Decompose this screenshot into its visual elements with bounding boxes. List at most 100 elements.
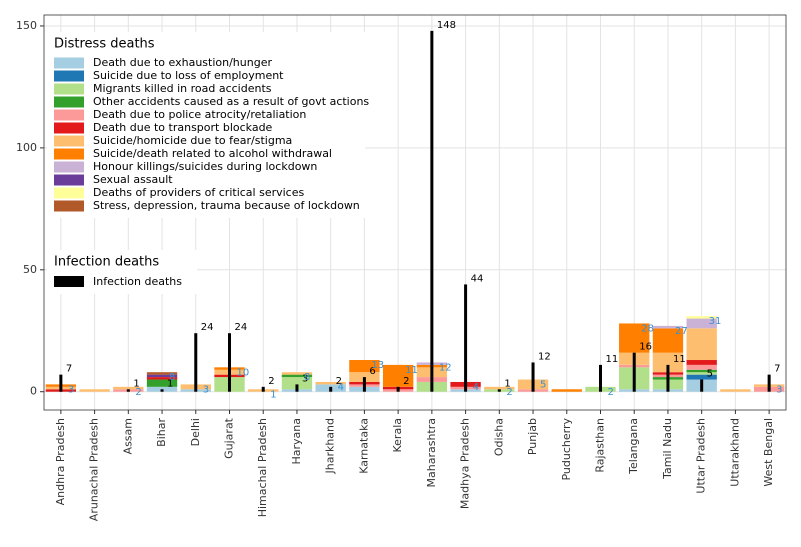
- legend-swatch: [54, 276, 84, 287]
- x-tick-label: Assam: [121, 418, 134, 454]
- bar-segment: [686, 372, 717, 375]
- infection-bar: [430, 30, 434, 392]
- legend-label: Suicide due to loss of employment: [93, 69, 284, 82]
- legend-label: Stress, depression, trauma because of lo…: [93, 199, 360, 212]
- infection-bar: [767, 374, 771, 392]
- total-label: 1: [270, 389, 276, 400]
- legend-box: [47, 32, 365, 218]
- bar-segment: [382, 364, 414, 387]
- bar-segment: [686, 374, 717, 380]
- x-tick-label: Bihar: [155, 418, 168, 447]
- legend-label: Suicide/homicide due to fear/stigma: [93, 134, 292, 147]
- total-label: 28: [641, 323, 654, 334]
- bar-segment: [652, 352, 684, 373]
- infection-bar: [497, 389, 501, 392]
- legend-label: Deaths of providers of critical services: [93, 186, 304, 199]
- infection-bar: [396, 386, 400, 392]
- legend-label: Infection deaths: [93, 275, 182, 288]
- legend-label: Death due to exhaustion/hunger: [93, 56, 272, 69]
- bar-segment: [146, 374, 178, 378]
- legend-swatch: [54, 122, 84, 134]
- legend-label: Death due to transport blockade: [93, 121, 273, 134]
- total-label: 27: [675, 326, 688, 337]
- x-tick-label: Gujarat: [223, 417, 236, 459]
- x-tick-label: West Bengal: [762, 418, 775, 487]
- bar-segment: [652, 325, 684, 329]
- total-label: 2: [608, 387, 614, 398]
- total-label: 31: [709, 316, 722, 327]
- y-tick-label: 150: [16, 19, 37, 32]
- x-tick-label: Haryana: [290, 418, 303, 465]
- x-tick-label: Madhya Pradesh: [459, 418, 472, 509]
- x-tick-label: Rajasthan: [594, 418, 607, 473]
- legend-label: Sexual assault: [93, 173, 173, 186]
- infection-bar: [666, 364, 670, 392]
- legend-swatch: [54, 200, 84, 212]
- legend-label: Suicide/death related to alcohol withdra…: [93, 147, 332, 160]
- total-label: 12: [439, 362, 452, 373]
- plot-border: [43, 14, 787, 411]
- bar-segment: [146, 372, 178, 375]
- legend-swatch: [54, 70, 84, 82]
- infection-bar: [261, 386, 265, 392]
- legend-swatch: [54, 161, 84, 173]
- legend-swatch: [54, 148, 84, 160]
- bar-segment: [281, 374, 313, 378]
- x-tick-label: Karnataka: [357, 418, 370, 474]
- infection-label: 2: [268, 376, 274, 387]
- bar-segment: [686, 318, 717, 329]
- x-tick-label: Puducherry: [560, 418, 573, 481]
- legend-title: Infection deaths: [54, 255, 159, 270]
- infection-label: 44: [471, 273, 484, 284]
- bar-segment: [686, 360, 717, 365]
- infection-label: 24: [235, 322, 248, 333]
- x-tick-label: Uttarakhand: [728, 418, 741, 487]
- infection-bar: [194, 333, 198, 392]
- infection-label: 1: [167, 378, 173, 389]
- infection-label: 12: [538, 351, 551, 362]
- bar-segment: [686, 364, 717, 370]
- infection-label: 2: [403, 376, 409, 387]
- total-label: 3: [203, 384, 209, 395]
- total-label: 2: [135, 387, 141, 398]
- bar-segment: [619, 323, 650, 353]
- total-label: 4: [338, 382, 344, 393]
- bar-segment: [79, 389, 110, 392]
- infection-bar: [160, 389, 164, 392]
- bar-segment: [652, 328, 684, 353]
- legend-label: Other accidents caused as a result of go…: [93, 95, 369, 108]
- total-label: 8: [304, 372, 310, 383]
- infection-label: 148: [437, 20, 456, 31]
- x-tick-label: Odisha: [492, 418, 505, 456]
- total-label: 3: [68, 384, 74, 395]
- infection-bar: [531, 362, 535, 392]
- y-tick-label: 100: [16, 141, 37, 154]
- total-label: 8: [169, 372, 175, 383]
- legend-swatch: [54, 187, 84, 199]
- bar-segment: [686, 328, 717, 361]
- infection-label: 11: [673, 354, 686, 365]
- y-tick-label: 0: [30, 385, 37, 398]
- bar-segment: [686, 369, 717, 373]
- x-tick-label: Punjab: [526, 418, 539, 455]
- infection-label: 24: [201, 322, 214, 333]
- bar-segment: [686, 316, 717, 319]
- legend-label: Death due to police atrocity/retaliation: [93, 108, 306, 121]
- legend-swatch: [54, 57, 84, 69]
- x-tick-label: Andhra Pradesh: [54, 418, 67, 505]
- x-tick-label: Uttar Pradesh: [695, 418, 708, 494]
- infection-bar: [228, 333, 231, 392]
- infection-bar: [329, 386, 333, 392]
- bar-segment: [349, 372, 380, 382]
- infection-bar: [632, 352, 636, 392]
- infection-label: 5: [707, 369, 713, 380]
- y-tick-label: 50: [23, 263, 37, 276]
- total-label: 11: [405, 365, 418, 376]
- total-label: 4: [473, 382, 479, 393]
- infection-label: 1: [133, 378, 139, 389]
- infection-bar: [464, 284, 468, 392]
- bar-segment: [281, 372, 313, 375]
- total-label: 3: [776, 384, 782, 395]
- infection-label: 3: [302, 373, 308, 384]
- bar-segment: [315, 381, 346, 385]
